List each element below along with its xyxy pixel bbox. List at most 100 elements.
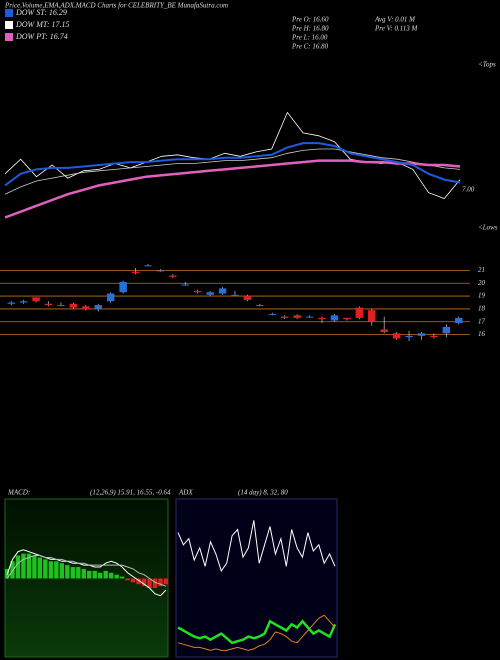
y-tick-label: 21 — [478, 266, 485, 274]
candle-body — [94, 305, 102, 309]
macd-panel — [4, 498, 169, 658]
histogram-bar — [103, 570, 108, 579]
candle-body — [82, 306, 90, 309]
candle-body — [156, 270, 165, 272]
price-stat: Pre L: 16.00 — [291, 34, 328, 42]
indicator-line — [4, 142, 461, 187]
candle-body — [44, 303, 53, 306]
annotation: 7.00 — [462, 186, 475, 194]
legend-swatch — [5, 21, 13, 29]
y-tick-label: 18 — [478, 305, 486, 313]
indicator-line — [6, 555, 167, 587]
histogram-bar — [147, 578, 152, 589]
panel-params: (14 day) 8, 32, 80 — [238, 489, 288, 497]
histogram-bar — [108, 572, 114, 579]
legend-label: DOW PT: 16.74 — [15, 32, 68, 41]
indicator-line — [6, 549, 167, 597]
histogram-bar — [59, 563, 65, 579]
histogram-bar — [114, 574, 119, 579]
candle-body — [32, 297, 40, 302]
volume-stat: Pre V: 0.113 M — [374, 25, 418, 33]
indicator-line — [4, 159, 461, 219]
y-tick-label: 20 — [478, 279, 486, 287]
panel-params: (12,26,9) 15.91, 16.55, -0.64 — [90, 489, 171, 497]
candle-body — [380, 329, 388, 333]
histogram-bar — [21, 553, 26, 579]
histogram-bar — [141, 578, 147, 587]
annotation: <Tops — [478, 61, 496, 69]
y-tick-label: 16 — [478, 330, 486, 338]
histogram-bar — [158, 578, 163, 587]
indicator-line — [4, 148, 461, 195]
candle-body — [281, 316, 289, 318]
candle-body — [57, 305, 65, 307]
histogram-bar — [98, 572, 103, 579]
candle-body — [19, 301, 28, 303]
candle-body — [343, 317, 351, 320]
candle-body — [131, 271, 140, 273]
legend-label: DOW MT: 17.15 — [15, 20, 70, 29]
indicator-line — [177, 614, 336, 651]
candle-body — [417, 333, 426, 336]
candle-body — [193, 290, 202, 293]
candle-body — [69, 303, 78, 308]
histogram-bar — [163, 578, 169, 585]
histogram-bar — [92, 570, 97, 579]
panel-title: MACD: — [7, 489, 30, 497]
histogram-bar — [130, 578, 136, 583]
histogram-bar — [87, 570, 92, 579]
histogram-bar — [15, 555, 21, 579]
candle-body — [169, 275, 177, 277]
histogram-bar — [65, 565, 70, 579]
candle-body — [318, 317, 326, 320]
indicator-line — [4, 111, 461, 199]
candle-body — [119, 281, 127, 293]
volume-stat: Avg V: 0.01 M — [374, 16, 416, 24]
candle-body — [231, 294, 239, 296]
histogram-bar — [119, 576, 125, 579]
histogram-bar — [54, 561, 59, 579]
histogram-bar — [37, 557, 43, 579]
histogram-bar — [10, 561, 15, 579]
annotation: <Lows — [478, 224, 498, 232]
histogram-bar — [136, 578, 141, 585]
candle-body — [206, 292, 214, 295]
price-stat: Pre H: 16.80 — [291, 25, 329, 33]
histogram-bar — [48, 561, 54, 579]
candle-body — [455, 317, 463, 324]
candle-body — [442, 326, 451, 334]
candle-body — [305, 316, 314, 318]
candle-body — [256, 305, 264, 307]
candle-body — [243, 296, 252, 300]
indicator-line — [177, 619, 337, 645]
legend-swatch — [5, 9, 13, 17]
legend-label: DOW ST: 16.29 — [15, 8, 67, 17]
histogram-bar — [32, 555, 37, 579]
candle-body — [7, 302, 15, 304]
candle-body — [293, 315, 301, 318]
histogram-bar — [125, 578, 130, 581]
histogram-bar — [26, 553, 32, 579]
candle-body — [330, 315, 339, 321]
y-tick-label: 17 — [478, 317, 486, 325]
price-stat: Pre C: 16.80 — [291, 43, 329, 51]
candle-body — [144, 265, 152, 267]
candle-body — [355, 307, 364, 318]
candle-body — [181, 284, 189, 286]
candle-body — [218, 288, 227, 294]
candle-body — [430, 335, 438, 338]
histogram-bar — [152, 578, 158, 589]
candle-body — [405, 335, 413, 338]
price-stat: Pre O: 16.60 — [291, 16, 329, 24]
histogram-bar — [81, 568, 86, 579]
indicator-line — [177, 520, 336, 573]
page-title: Price,Volume,EMA,ADX,MACD Charts for CEL… — [4, 2, 228, 10]
candle-body — [106, 293, 115, 302]
candle-body — [268, 314, 277, 316]
candle-body — [392, 333, 401, 339]
candle-body — [368, 310, 376, 322]
histogram-bar — [76, 567, 81, 579]
histogram-bar — [70, 567, 75, 579]
panel-title: ADX — [178, 489, 193, 497]
